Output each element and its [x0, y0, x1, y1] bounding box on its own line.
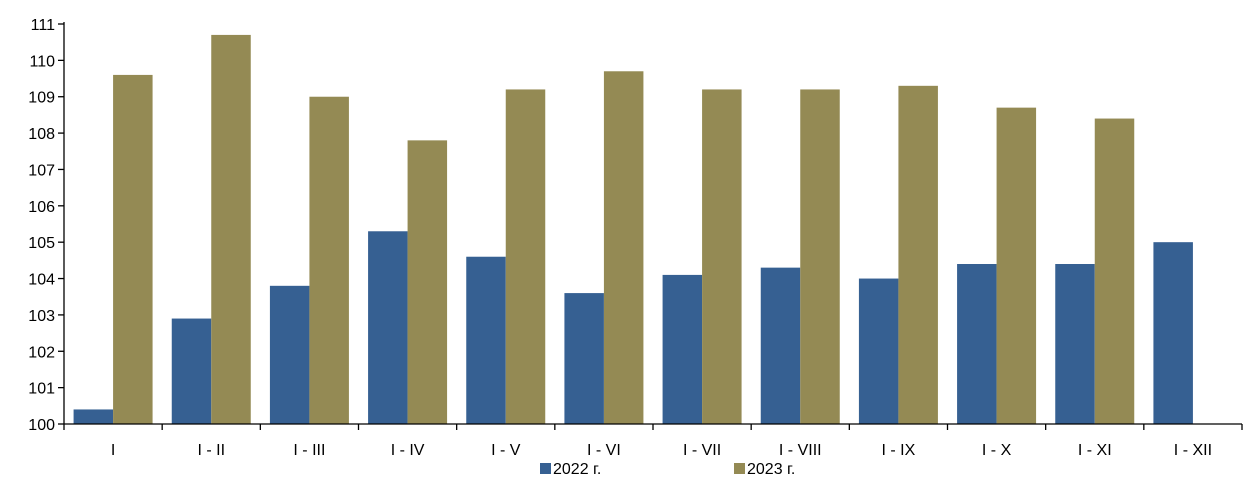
bar-series-2-5 — [603, 71, 644, 425]
bar-series-2-4 — [505, 89, 546, 424]
x-tick-label: I - V — [491, 442, 521, 459]
y-tick-label: 102 — [28, 344, 55, 361]
legend-swatch-2 — [734, 463, 745, 474]
bar-series-1-0 — [73, 409, 114, 424]
y-tick-label: 101 — [28, 381, 55, 398]
bar-series-1-3 — [368, 231, 408, 424]
y-tick-label: 111 — [31, 17, 55, 34]
bar-series-1-9 — [957, 264, 997, 424]
legend-swatch-1 — [540, 463, 551, 474]
bar-series-1-10 — [1055, 264, 1095, 424]
bar-series-2-7 — [800, 89, 840, 424]
bar-series-2-0 — [113, 74, 153, 424]
x-tick-label: I - III — [293, 442, 325, 459]
legend-label-1: 2022 г. — [553, 461, 601, 478]
bar-series-2-3 — [407, 140, 448, 425]
x-tick-label: I - XII — [1174, 442, 1212, 459]
bars — [73, 34, 1193, 425]
x-tick-label: I - X — [982, 442, 1012, 459]
y-tick-label: 100 — [28, 417, 55, 434]
bar-series-1-6 — [662, 274, 703, 424]
bar-series-2-9 — [996, 107, 1037, 424]
bar-series-2-8 — [898, 85, 938, 424]
x-tick-label: I - XI — [1078, 442, 1112, 459]
y-tick-label: 108 — [28, 126, 55, 143]
y-tick-label: 109 — [28, 90, 55, 107]
legend-label-2: 2023 г. — [747, 461, 795, 478]
bar-series-2-1 — [211, 34, 251, 424]
x-tick-label: I - IX — [882, 442, 916, 459]
bar-series-2-2 — [309, 96, 349, 424]
x-tick-label: I - IV — [391, 442, 425, 459]
bar-series-1-4 — [466, 256, 506, 424]
bar-series-1-7 — [760, 267, 801, 424]
bar-series-2-10 — [1094, 118, 1135, 425]
bar-series-1-2 — [269, 285, 310, 424]
x-tick-label: I - VI — [587, 442, 621, 459]
bar-series-2-6 — [702, 89, 742, 424]
y-tick-label: 107 — [28, 162, 55, 179]
bar-series-1-11 — [1153, 242, 1193, 424]
y-tick-label: 104 — [28, 272, 55, 289]
x-axis: I I - II I - III I - IV I - V I - VI I - VII I … — [63, 423, 1243, 459]
y-tick-label: 105 — [28, 235, 55, 252]
y-tick-label: 106 — [28, 199, 55, 216]
x-tick-label: I - II — [197, 442, 225, 459]
bar-series-1-1 — [171, 318, 212, 424]
y-tick-label: 103 — [28, 308, 55, 325]
x-tick-label: I - VIII — [779, 442, 822, 459]
y-tick-label: 110 — [29, 53, 55, 70]
x-tick-label: I - VII — [683, 442, 721, 459]
bar-series-1-8 — [858, 278, 899, 424]
legend: 2022 г. 2023 г. — [540, 461, 795, 478]
bar-series-1-5 — [564, 293, 604, 424]
y-axis: 100 101 102 103 104 105 106 107 108 109 110 111 — [28, 17, 65, 434]
x-tick-label: I — [111, 442, 115, 459]
